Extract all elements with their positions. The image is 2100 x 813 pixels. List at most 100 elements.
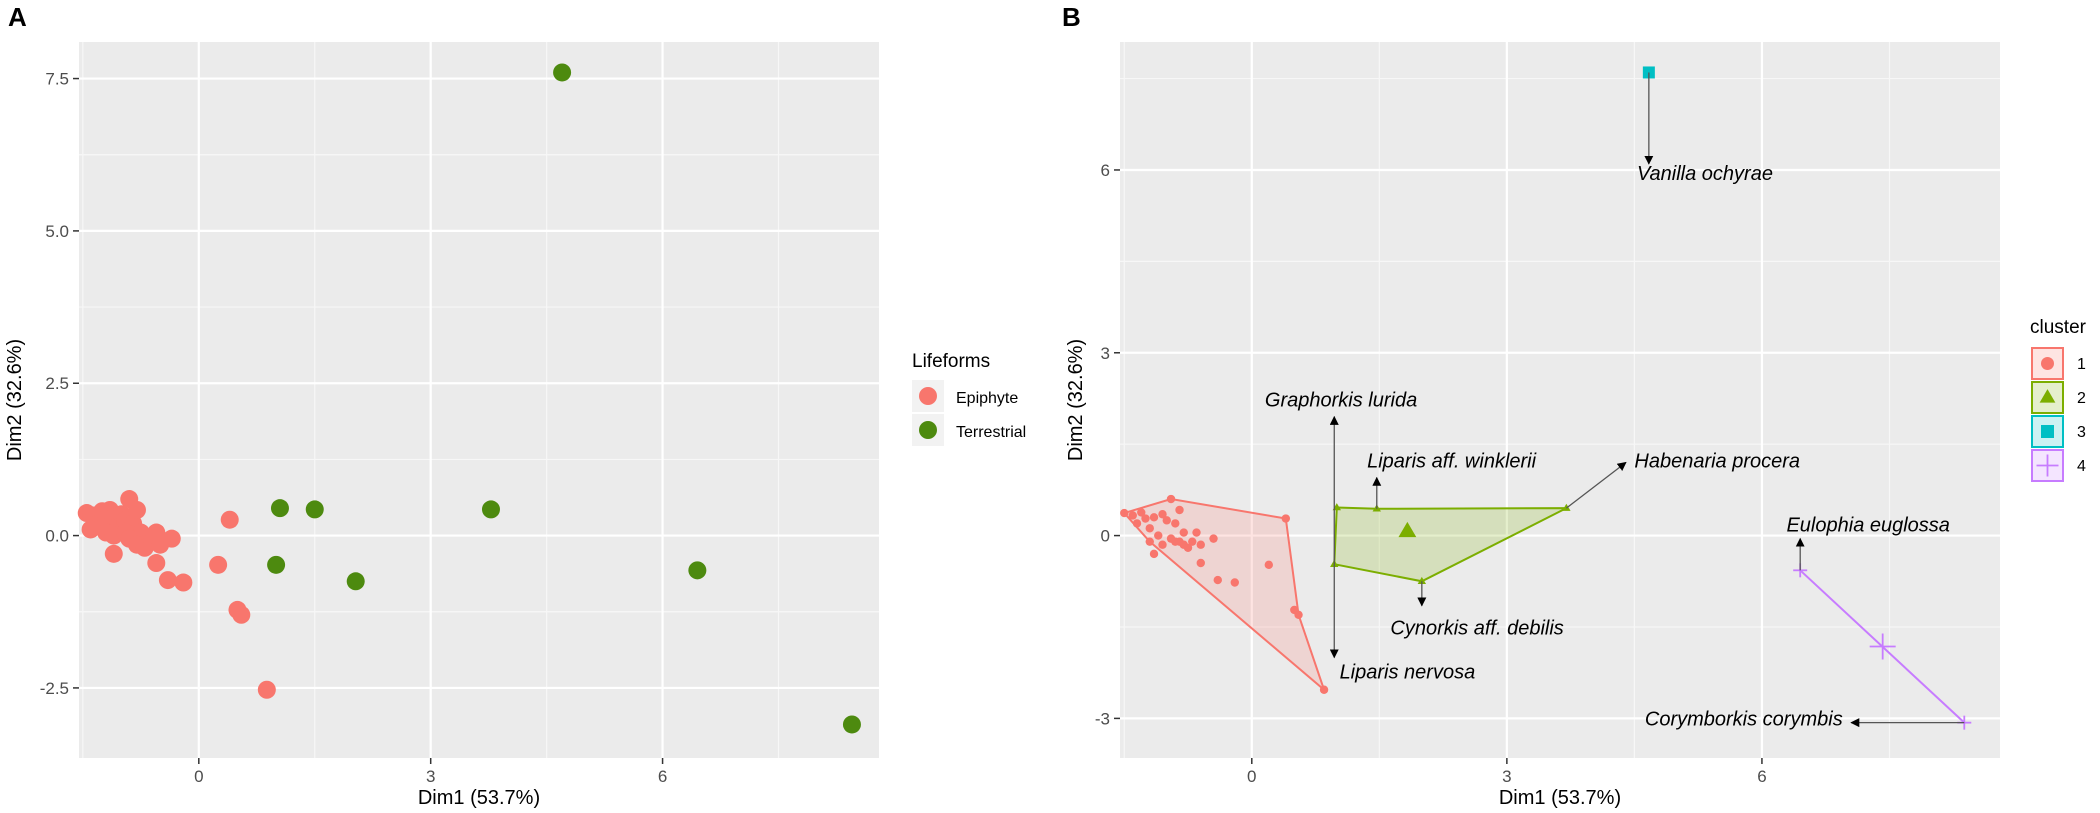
annotation-label-habenaria-procera: Habenaria procera bbox=[1634, 451, 1800, 473]
panel-a-plot-area bbox=[79, 42, 879, 758]
panel-b-y-axis-title: Dim2 (32.6%) bbox=[1065, 339, 1087, 461]
legend-label-terrestrial: Terrestrial bbox=[956, 424, 1026, 441]
legend-label-epiphyte: Epiphyte bbox=[956, 390, 1018, 407]
cluster-1-point bbox=[1145, 537, 1154, 546]
cluster-1-point bbox=[1192, 528, 1201, 537]
point-terrestrial bbox=[267, 555, 286, 574]
panel-a: A 0 3 6 -2.5 0.0 2.5 5.0 7.5 Dim1 (53.7%) Dim2 … bbox=[4, 2, 1026, 809]
cluster-1-point bbox=[1230, 578, 1239, 587]
annotation-label-graphorkis-lurida: Graphorkis lurida bbox=[1265, 390, 1417, 412]
panel-a-points bbox=[77, 63, 861, 734]
cluster-1-point bbox=[1154, 531, 1163, 540]
panel-a-y-tick-label: -2.5 bbox=[40, 679, 69, 698]
cluster-1-point bbox=[1158, 510, 1167, 519]
cluster-1-point bbox=[1281, 514, 1290, 523]
panel-a-letter: A bbox=[8, 2, 27, 32]
panel-b: B 0 3 6 -3 0 3 6 Graphorkis lurida Liparis aff.… bbox=[1062, 2, 2087, 809]
cluster-1-point bbox=[1132, 519, 1142, 528]
point-terrestrial bbox=[842, 715, 861, 734]
point-epiphyte bbox=[147, 554, 166, 573]
legend-key-cluster-1 bbox=[2041, 357, 2054, 370]
panel-b-gridlines bbox=[1120, 42, 2000, 758]
point-terrestrial bbox=[305, 500, 324, 519]
cluster-1-point bbox=[1149, 549, 1159, 559]
cluster-1-point bbox=[1141, 514, 1150, 523]
point-epiphyte bbox=[81, 520, 100, 539]
panel-a-y-tick-label: 0.0 bbox=[45, 527, 69, 546]
point-terrestrial bbox=[270, 499, 289, 518]
point-epiphyte bbox=[232, 605, 251, 624]
legend-label-cluster-3: 3 bbox=[2077, 424, 2086, 441]
annotation-label-cynorkis-aff-debilis: Cynorkis aff. debilis bbox=[1390, 618, 1563, 640]
panel-a-axis-ticks: 0 3 6 -2.5 0.0 2.5 5.0 7.5 bbox=[40, 70, 668, 786]
legend-label-cluster-1: 1 bbox=[2077, 356, 2086, 373]
panel-a-y-tick-label: 7.5 bbox=[45, 70, 69, 89]
cluster-1-point bbox=[1196, 540, 1205, 549]
cluster-1-point bbox=[1120, 508, 1129, 518]
cluster-1-point bbox=[1294, 610, 1303, 619]
panel-a-x-tick-label: 6 bbox=[658, 767, 667, 786]
point-terrestrial bbox=[346, 572, 365, 591]
cluster-1-point bbox=[1175, 505, 1184, 515]
cluster-1-point bbox=[1171, 519, 1180, 528]
panel-b-points bbox=[1120, 66, 1972, 730]
cluster-1-point bbox=[1128, 511, 1137, 520]
cluster-1-point bbox=[1162, 516, 1171, 525]
cluster-1-point bbox=[1209, 534, 1218, 543]
cluster-1-point bbox=[1188, 537, 1197, 546]
annotation-label-corymborkis-corymbis: Corymborkis corymbis bbox=[1645, 708, 1843, 730]
point-epiphyte bbox=[104, 544, 123, 563]
legend-label-cluster-4: 4 bbox=[2077, 458, 2086, 475]
panel-a-y-tick-label: 2.5 bbox=[45, 374, 69, 393]
cluster-2-point bbox=[1417, 576, 1427, 585]
point-epiphyte bbox=[257, 680, 276, 699]
panel-b-x-tick-label: 0 bbox=[1247, 767, 1256, 786]
panel-a-x-tick-label: 3 bbox=[426, 767, 435, 786]
panel-a-x-tick-label: 0 bbox=[194, 767, 203, 786]
panel-b-x-tick-label: 3 bbox=[1502, 767, 1511, 786]
cluster-1-point bbox=[1196, 558, 1205, 568]
annotation-label-eulophia-euglossa: Eulophia euglossa bbox=[1786, 515, 1949, 537]
legend-key-cluster-4 bbox=[2036, 454, 2059, 477]
legend-key-cluster-2 bbox=[2039, 389, 2056, 403]
annotation-label-liparis-nervosa: Liparis nervosa bbox=[1340, 661, 1476, 683]
cluster-1-point bbox=[1158, 540, 1167, 549]
point-terrestrial bbox=[553, 63, 572, 82]
annotation-label-liparis-aff-winklerii: Liparis aff. winklerii bbox=[1367, 451, 1537, 473]
panel-b-x-axis-title: Dim1 (53.7%) bbox=[1499, 787, 1621, 809]
legend-label-cluster-2: 2 bbox=[2077, 390, 2086, 407]
cluster-1-point bbox=[1179, 528, 1188, 537]
panel-b-letter: B bbox=[1062, 2, 1081, 32]
panel-a-y-tick-label: 5.0 bbox=[45, 222, 69, 241]
legend-key-cluster-3 bbox=[2041, 425, 2054, 438]
annotation-label-vanilla-ochyrae: Vanilla ochyrae bbox=[1637, 163, 1773, 185]
cluster-1-point bbox=[1183, 543, 1193, 552]
panel-b-annotations: Graphorkis lurida Liparis aff. winklerii H… bbox=[1265, 72, 1965, 730]
panel-a-gridlines bbox=[79, 42, 879, 758]
cluster-4-centroid bbox=[1869, 633, 1896, 660]
annotation-arrow-habenaria-procera bbox=[1565, 461, 1627, 509]
cluster-1-point bbox=[1145, 524, 1154, 533]
panel-a-legend-title: Lifeforms bbox=[912, 351, 990, 372]
cluster-1-point bbox=[1137, 508, 1146, 517]
point-epiphyte bbox=[158, 571, 177, 590]
panel-b-y-tick-label: 6 bbox=[1101, 161, 1110, 180]
panel-b-x-tick-label: 6 bbox=[1757, 767, 1766, 786]
point-epiphyte bbox=[209, 555, 228, 574]
point-epiphyte bbox=[220, 510, 239, 529]
point-terrestrial bbox=[481, 500, 500, 519]
panel-a-y-axis-title: Dim2 (32.6%) bbox=[4, 339, 26, 461]
panel-b-y-tick-label: 3 bbox=[1101, 344, 1110, 363]
legend-key-epiphyte bbox=[919, 387, 937, 405]
panel-a-legend: Lifeforms Epiphyte Terrestrial bbox=[912, 351, 1026, 446]
panel-b-axis-ticks: 0 3 6 -3 0 3 6 bbox=[1095, 161, 1767, 786]
cluster-1-point bbox=[1264, 560, 1273, 570]
cluster-1-point bbox=[1319, 685, 1329, 694]
panel-b-legend-title: cluster bbox=[2030, 317, 2087, 338]
point-terrestrial bbox=[688, 561, 707, 580]
cluster-2-point bbox=[1562, 503, 1571, 511]
point-epiphyte bbox=[127, 500, 146, 519]
panel-b-legend: cluster 1 2 3 4 bbox=[2030, 317, 2087, 482]
legend-key-cluster-3-box bbox=[2031, 415, 2064, 448]
